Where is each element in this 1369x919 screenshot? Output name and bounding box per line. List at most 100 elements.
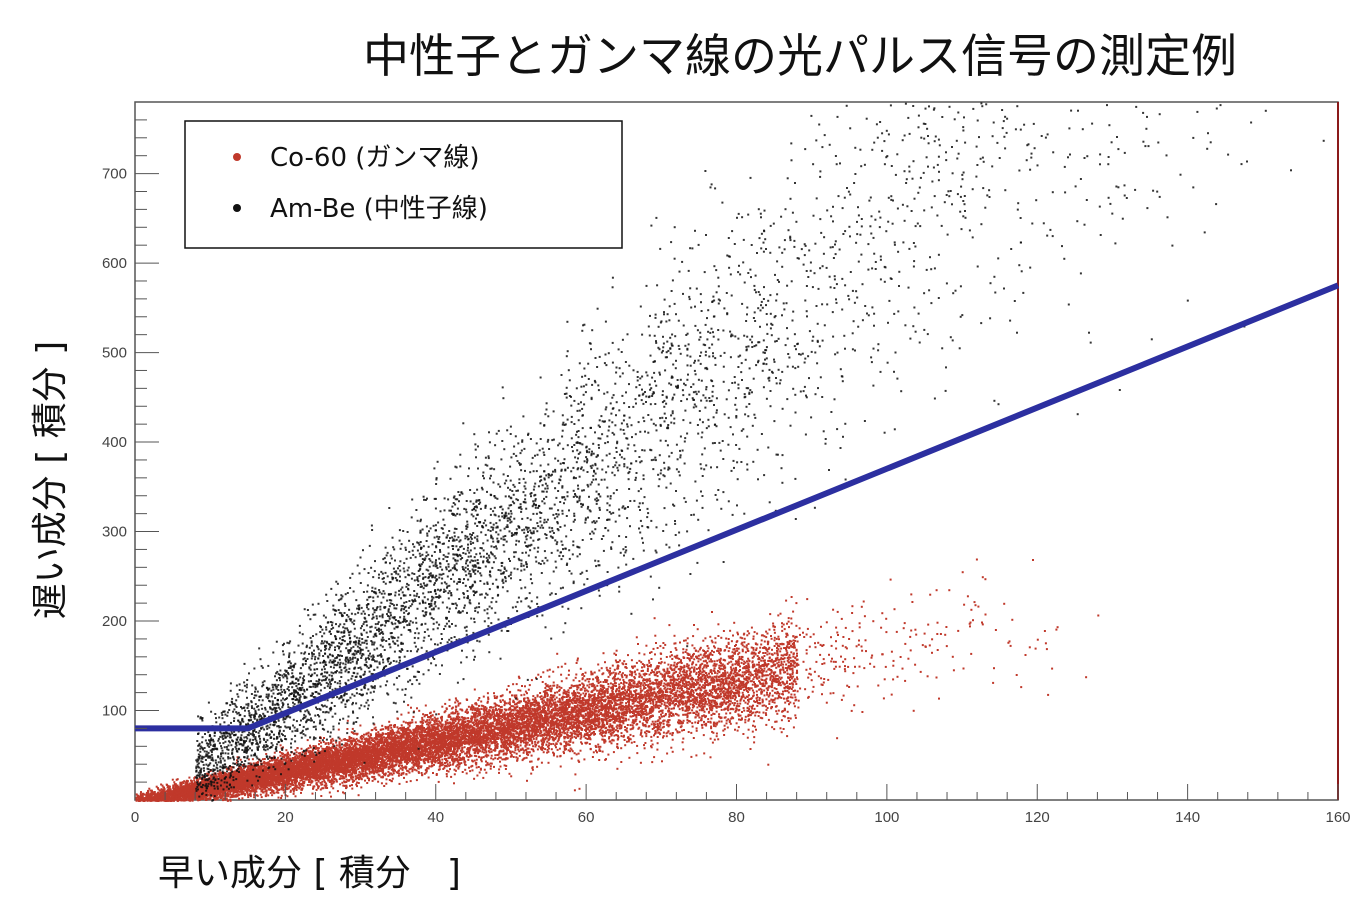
co60-point: [640, 670, 643, 672]
co60-point: [496, 709, 499, 712]
co60-point: [366, 782, 369, 784]
co60-point: [733, 702, 736, 705]
co60-point: [555, 696, 558, 699]
co60-point: [218, 794, 221, 797]
co60-point: [475, 743, 478, 746]
co60-point: [591, 698, 594, 700]
co60-point: [543, 732, 546, 735]
co60-point: [716, 672, 719, 675]
co60-point: [821, 663, 824, 665]
co60-point: [297, 752, 300, 755]
co60-point: [613, 708, 616, 711]
co60-point: [667, 675, 670, 678]
co60-point: [607, 731, 610, 734]
co60-point: [147, 789, 149, 792]
co60-point: [737, 693, 740, 696]
co60-point: [751, 705, 753, 708]
co60-point: [563, 745, 566, 747]
co60-point: [615, 719, 618, 722]
co60-point: [633, 685, 636, 688]
co60-point: [412, 748, 415, 751]
co60-point: [458, 729, 461, 731]
co60-point: [743, 671, 746, 674]
co60-point: [532, 745, 535, 748]
co60-point: [493, 692, 495, 695]
co60-point: [688, 692, 691, 695]
co60-point: [542, 738, 545, 741]
co60-point: [573, 752, 576, 755]
co60-point: [461, 729, 464, 732]
co60-point: [698, 699, 701, 702]
co60-point: [747, 642, 750, 645]
co60-point: [488, 747, 490, 750]
co60-point: [413, 768, 416, 771]
co60-point: [630, 659, 633, 662]
co60-point: [463, 734, 465, 737]
co60-point: [343, 792, 346, 795]
co60-point: [970, 652, 973, 655]
co60-point: [562, 702, 565, 705]
co60-point: [595, 703, 598, 706]
co60-point: [742, 707, 745, 710]
co60-point: [631, 698, 634, 701]
co60-point: [754, 683, 756, 685]
co60-point: [556, 652, 559, 655]
co60-point: [604, 703, 607, 706]
co60-point: [475, 722, 477, 725]
co60-point: [588, 697, 591, 700]
co60-point: [519, 737, 522, 740]
co60-point: [340, 771, 343, 773]
co60-point: [280, 752, 283, 755]
co60-point: [315, 782, 318, 785]
co60-point: [678, 731, 681, 734]
co60-point: [575, 724, 578, 727]
co60-point: [651, 728, 654, 730]
co60-point: [673, 634, 676, 637]
co60-point: [792, 653, 795, 656]
co60-point: [744, 718, 747, 721]
co60-point: [737, 659, 740, 662]
co60-point: [706, 674, 709, 677]
co60-point: [658, 670, 661, 673]
co60-point: [271, 790, 274, 793]
co60-point: [422, 713, 425, 716]
co60-point: [562, 750, 565, 753]
co60-point: [660, 721, 663, 724]
co60-point: [493, 765, 495, 768]
co60-point: [187, 799, 190, 802]
co60-point: [743, 645, 746, 648]
co60-point: [765, 687, 768, 690]
co60-point: [1051, 667, 1054, 670]
co60-point: [576, 706, 579, 709]
co60-point: [945, 645, 948, 648]
co60-point: [590, 683, 593, 686]
co60-point: [727, 650, 730, 653]
co60-point: [589, 748, 592, 751]
co60-point: [737, 647, 740, 650]
co60-point: [478, 771, 481, 774]
co60-point: [312, 787, 314, 790]
co60-point: [321, 747, 324, 750]
co60-point: [851, 605, 854, 608]
co60-point: [468, 766, 470, 769]
co60-point: [689, 696, 692, 699]
co60-point: [653, 617, 656, 620]
co60-point: [656, 748, 659, 751]
co60-point: [508, 728, 511, 731]
co60-point: [286, 795, 289, 798]
co60-point: [718, 664, 721, 667]
co60-point: [312, 786, 315, 789]
co60-point: [351, 780, 354, 783]
co60-point: [362, 742, 365, 744]
co60-point: [546, 751, 549, 754]
co60-point: [616, 743, 619, 745]
co60-point: [758, 711, 761, 714]
co60-point: [311, 792, 314, 795]
co60-point: [702, 660, 705, 663]
co60-point: [496, 754, 499, 756]
co60-point: [529, 705, 532, 708]
co60-point: [280, 794, 283, 797]
co60-point: [687, 707, 690, 710]
co60-point: [797, 706, 800, 709]
co60-point: [740, 717, 743, 720]
